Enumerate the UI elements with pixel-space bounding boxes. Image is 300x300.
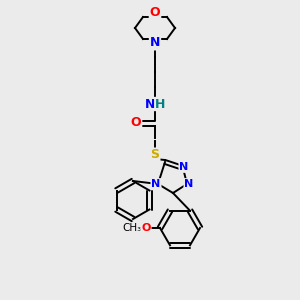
Text: O: O	[141, 223, 151, 233]
Text: N: N	[152, 179, 160, 189]
Text: CH₃: CH₃	[122, 223, 142, 233]
Text: H: H	[155, 98, 165, 110]
Text: N: N	[179, 162, 189, 172]
Text: N: N	[184, 179, 194, 189]
Text: O: O	[131, 116, 141, 130]
Text: S: S	[151, 148, 160, 161]
Text: N: N	[150, 37, 160, 50]
Text: O: O	[150, 7, 160, 20]
Text: N: N	[145, 98, 155, 110]
